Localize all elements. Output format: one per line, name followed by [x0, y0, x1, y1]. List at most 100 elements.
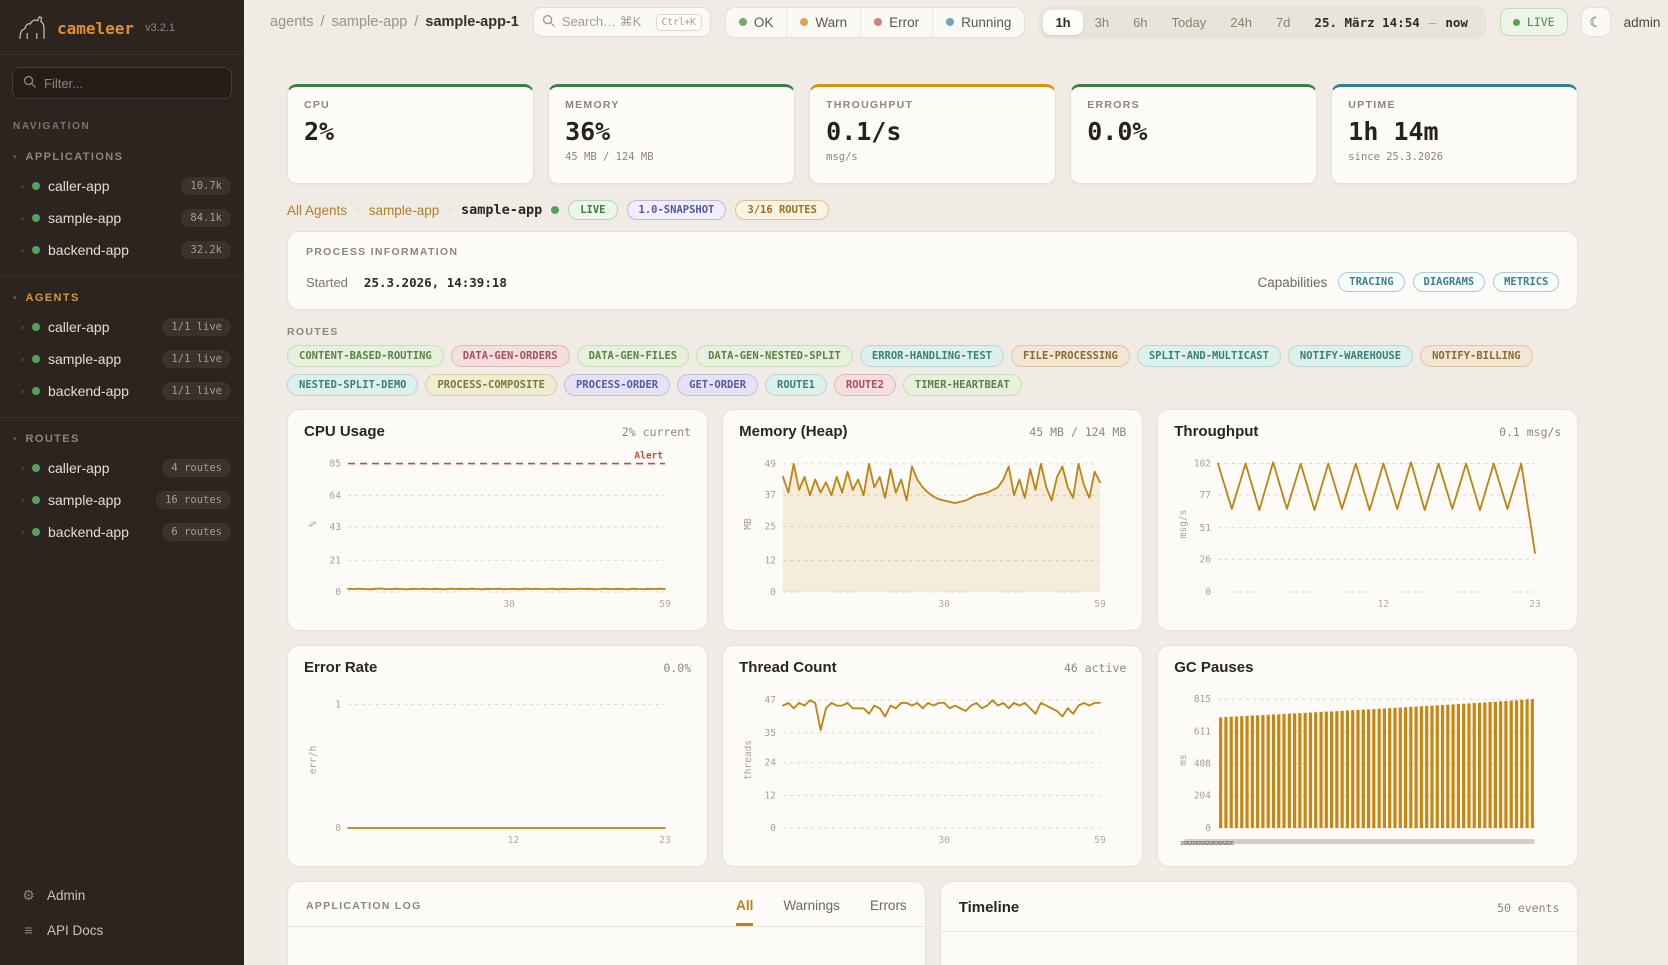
started-label: Started	[306, 274, 348, 290]
route-chip-route2[interactable]: ROUTE2	[833, 374, 896, 396]
chart-title: Memory (Heap)	[739, 423, 848, 440]
sidebar-item-label: caller-app	[48, 319, 110, 335]
sidebar-section-header[interactable]: ▾ APPLICATIONS	[0, 144, 244, 170]
sidebar-section-header[interactable]: ▾ AGENTS	[0, 285, 244, 311]
sidebar-footer-api-docs[interactable]: ≡ API Docs	[12, 915, 232, 945]
route-chip-error-handling-test[interactable]: ERROR-HANDLING-TEST	[859, 345, 1004, 367]
sidebar-item-caller-app[interactable]: › caller-app 10.7k	[0, 170, 244, 202]
sidebar-item-sample-app[interactable]: › sample-app 16 routes	[0, 484, 244, 516]
sidebar-item-backend-app[interactable]: › backend-app 32.2k	[0, 234, 244, 266]
status-filter-label: Error	[889, 14, 920, 30]
separator-icon: ·	[356, 204, 360, 216]
chart-plot: 47 35 24 12 0 threads 30 59	[743, 695, 1106, 846]
time-range-6h[interactable]: 6h	[1133, 14, 1148, 30]
sidebar-item-caller-app[interactable]: › caller-app 4 routes	[0, 452, 244, 484]
breadcrumb-agents[interactable]: agents	[270, 14, 314, 30]
route-chip-nested-split-demo[interactable]: NESTED-SPLIT-DEMO	[287, 374, 419, 396]
chevron-right-icon: ›	[21, 463, 24, 473]
breadcrumb-sample-app-1[interactable]: sample-app-1	[425, 14, 519, 30]
route-chip-data-gen-files[interactable]: DATA-GEN-FILES	[576, 345, 690, 367]
sidebar-item-label: backend-app	[48, 383, 129, 399]
search-input[interactable]: Search… ⌘K Ctrl+K	[532, 7, 711, 37]
svg-text:49: 49	[765, 459, 777, 470]
time-range-today[interactable]: Today	[1171, 14, 1207, 30]
sidebar-section-label: APPLICATIONS	[25, 151, 124, 163]
agent-link-all-agents[interactable]: All Agents	[287, 202, 348, 218]
chart-title: Throughput	[1174, 423, 1259, 440]
sidebar-item-badge: 1/1 live	[162, 318, 231, 336]
tab-errors[interactable]: Errors	[869, 898, 907, 913]
chart-plot: 102 77 51 26 0 msg/s 12 23	[1178, 459, 1541, 610]
topbar-right-cluster: LIVE ☾ admin AD	[1499, 7, 1668, 37]
routes-section: ROUTES CONTENT-BASED-ROUTING DATA-GEN-ORD…	[287, 326, 1578, 396]
started-value: 25.3.2026, 14:39:18	[363, 274, 507, 290]
route-chip-get-order[interactable]: GET-ORDER	[677, 374, 759, 396]
route-chip-timer-heartbeat[interactable]: TIMER-HEARTBEAT	[902, 374, 1022, 396]
metric-label: UPTIME	[1348, 99, 1396, 111]
route-chip-notify-billing[interactable]: NOTIFY-BILLING	[1420, 345, 1533, 367]
status-filter-ok[interactable]: OK	[726, 8, 787, 37]
live-dot-icon	[1512, 18, 1520, 26]
sidebar-item-sample-app[interactable]: › sample-app 1/1 live	[0, 343, 244, 375]
route-chip-data-gen-orders[interactable]: DATA-GEN-ORDERS	[450, 345, 570, 367]
chart-card-memory-heap-: Memory (Heap) 45 MB / 124 MB 49 37 25 12 0 MB 30…	[722, 409, 1144, 631]
status-dot-icon	[32, 528, 40, 536]
svg-text:12: 12	[1378, 599, 1389, 610]
metric-card-throughput: THROUGHPUT 0.1/s msg/s	[809, 84, 1057, 184]
route-chip-split-and-multicast[interactable]: SPLIT-AND-MULTICAST	[1136, 345, 1281, 367]
time-range-7d[interactable]: 7d	[1275, 14, 1291, 30]
capability-chip-metrics: METRICS	[1493, 272, 1560, 292]
tab-warnings[interactable]: Warnings	[783, 898, 840, 913]
route-chip-process-order[interactable]: PROCESS-ORDER	[563, 374, 671, 396]
dark-mode-toggle[interactable]: ☾	[1580, 7, 1611, 37]
route-chip-notify-warehouse[interactable]: NOTIFY-WAREHOUSE	[1287, 345, 1414, 367]
live-badge[interactable]: LIVE	[1499, 8, 1568, 36]
breadcrumb-sample-app[interactable]: sample-app	[331, 14, 408, 30]
sidebar-item-backend-app[interactable]: › backend-app 6 routes	[0, 516, 244, 548]
chart-title: GC Pauses	[1174, 659, 1254, 676]
sidebar-item-label: sample-app	[48, 492, 122, 508]
capabilities-label: Capabilities	[1257, 274, 1328, 290]
sidebar-section-header[interactable]: ▾ ROUTES	[0, 426, 244, 452]
sidebar-section-label: AGENTS	[25, 292, 80, 304]
status-filter-warn[interactable]: Warn	[786, 7, 860, 37]
svg-text:12: 12	[508, 835, 519, 846]
sidebar-footer-admin[interactable]: ⚙ Admin	[12, 880, 232, 911]
chevron-right-icon: ›	[21, 386, 24, 396]
status-dot-icon	[32, 387, 40, 395]
sidebar-filter-input[interactable]: Filter...	[12, 67, 232, 99]
time-range-1h[interactable]: 1h	[1043, 9, 1083, 35]
camel-logo-icon	[16, 15, 48, 41]
tab-all[interactable]: All	[736, 898, 754, 926]
route-chip-content-based-routing[interactable]: CONTENT-BASED-ROUTING	[287, 345, 444, 367]
route-chip-file-processing[interactable]: FILE-PROCESSING	[1010, 345, 1130, 367]
time-range-24h[interactable]: 24h	[1230, 14, 1252, 30]
status-filter-error[interactable]: Error	[860, 7, 932, 37]
sidebar-item-label: backend-app	[48, 242, 129, 258]
svg-text:77: 77	[1200, 490, 1211, 501]
chart-scrollbar[interactable]	[1184, 839, 1536, 844]
search-shortcut-badge: Ctrl+K	[655, 13, 702, 31]
agent-link-sample-app[interactable]: sample-app	[368, 202, 440, 218]
svg-text:47: 47	[765, 695, 776, 706]
agent-badge-3-16-routes: 3/16 ROUTES	[735, 200, 829, 220]
chart-header: GC Pauses	[1174, 659, 1561, 676]
status-filter-label: OK	[753, 14, 774, 30]
user-name[interactable]: admin	[1623, 14, 1661, 30]
route-chip-route1[interactable]: ROUTE1	[765, 374, 827, 396]
chart-card-error-rate: Error Rate 0.0% 1 0 err/h 12 23	[287, 645, 709, 867]
sidebar-item-backend-app[interactable]: › backend-app 1/1 live	[0, 375, 244, 407]
time-range-3h[interactable]: 3h	[1094, 14, 1110, 30]
svg-text:64: 64	[330, 490, 342, 501]
sidebar-item-caller-app[interactable]: › caller-app 1/1 live	[0, 311, 244, 343]
search-placeholder: Search… ⌘K	[561, 14, 642, 29]
svg-text:815: 815	[1194, 694, 1211, 705]
sidebar-item-sample-app[interactable]: › sample-app 84.1k	[0, 202, 244, 234]
admin-icon: ⚙	[22, 887, 35, 903]
svg-text:202620262026202620262026: 202620262026202620262026	[1180, 841, 1234, 847]
route-chip-data-gen-nested-split[interactable]: DATA-GEN-NESTED-SPLIT	[696, 345, 853, 367]
status-filter-running[interactable]: Running	[932, 7, 1024, 37]
date-range-display[interactable]: 25. März 14:54 — now	[1314, 15, 1467, 30]
route-chip-process-composite[interactable]: PROCESS-COMPOSITE	[425, 374, 557, 396]
chart-card-throughput: Throughput 0.1 msg/s 102 77 51 26 0 msg/s 12 23	[1157, 409, 1579, 631]
